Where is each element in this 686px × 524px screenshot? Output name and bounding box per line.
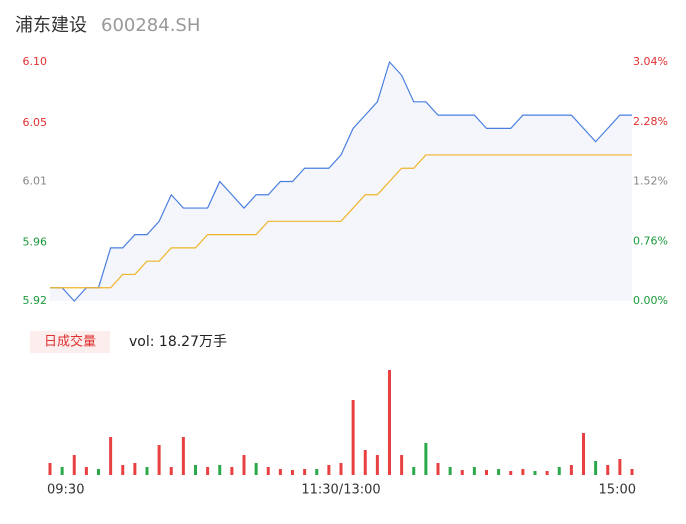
price-area (50, 62, 632, 301)
volume-bar (424, 443, 428, 475)
volume-bar (375, 455, 379, 475)
volume-bar (497, 469, 501, 475)
volume-bar (266, 467, 270, 475)
x-tick-label: 09:30 (47, 483, 84, 498)
volume-bar (472, 467, 476, 475)
volume-bar (84, 467, 88, 475)
volume-bar (582, 433, 585, 475)
volume-bar (194, 465, 197, 475)
volume-bar (569, 465, 573, 475)
volume-bar (303, 469, 307, 475)
volume-bar (254, 463, 258, 475)
volume-bar (48, 463, 52, 475)
volume-bar (121, 465, 125, 475)
volume-bar (412, 467, 416, 475)
volume-bar (351, 400, 355, 475)
y-tick-label: 6.05 (23, 116, 48, 129)
volume-bar (363, 450, 367, 475)
y2-tick-label: 0.00% (633, 294, 668, 307)
volume-bar (557, 467, 561, 475)
volume-bar (291, 470, 294, 475)
y-tick-label: 6.01 (23, 175, 48, 188)
volume-bar (448, 467, 452, 475)
y-tick-label: 5.92 (23, 294, 48, 307)
volume-bar (339, 463, 343, 475)
volume-bar (218, 465, 222, 475)
volume-bar (533, 471, 537, 475)
volume-bar (485, 470, 488, 475)
volume-bar (133, 463, 137, 475)
volume-bar (388, 370, 391, 475)
volume-bar (72, 455, 76, 475)
volume-bar (278, 469, 282, 475)
volume-bar (521, 469, 525, 475)
volume-bar (618, 459, 622, 475)
stock-name: 浦东建设 (15, 15, 87, 36)
volume-bar (436, 463, 440, 475)
price-line (50, 60, 632, 302)
y2-tick-label: 1.52% (633, 175, 668, 188)
volume-bar (109, 437, 113, 475)
volume-bar (327, 465, 331, 475)
volume-summary: vol: 18.27万手 (129, 334, 227, 350)
volume-bar (230, 467, 234, 475)
y2-tick-label: 3.04% (633, 55, 668, 68)
volume-bar (206, 467, 210, 475)
x-tick-label: 15:00 (599, 483, 636, 498)
volume-bar (242, 455, 246, 475)
y2-tick-label: 0.76% (633, 234, 668, 247)
y2-tick-label: 2.28% (633, 115, 668, 128)
volume-label-bg (30, 331, 110, 353)
y-tick-label: 5.96 (23, 236, 48, 249)
volume-bar (97, 469, 100, 475)
volume-bar (60, 467, 64, 475)
volume-label: 日成交量 (44, 334, 96, 350)
volume-bar (545, 471, 549, 475)
volume-bar (145, 467, 149, 475)
x-tick-label: 11:30/13:00 (301, 483, 380, 498)
volume-bar (400, 455, 404, 475)
volume-bar (460, 470, 464, 475)
volume-bar (509, 471, 513, 475)
volume-bar (630, 469, 634, 475)
y-tick-label: 6.10 (23, 55, 48, 68)
stock-code: 600284.SH (101, 15, 200, 36)
average-line (50, 154, 632, 289)
volume-bar (169, 467, 173, 475)
volume-bar (594, 461, 598, 475)
volume-bar (606, 465, 610, 475)
volume-bar (181, 437, 185, 475)
volume-bar (157, 445, 161, 475)
volume-bar (315, 469, 319, 475)
